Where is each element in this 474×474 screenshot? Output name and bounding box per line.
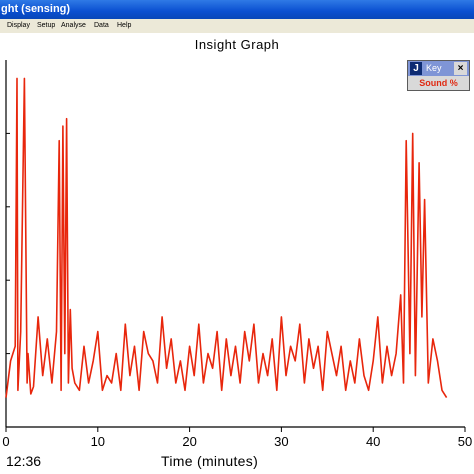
key-label: Key: [426, 63, 442, 73]
window-titlebar: ght (sensing): [0, 0, 474, 19]
time-readout: 12:36: [6, 453, 42, 469]
key-series-sound[interactable]: Sound %: [419, 78, 458, 88]
menu-item-data[interactable]: Data: [94, 22, 109, 29]
menu-item-display[interactable]: Display: [7, 22, 30, 29]
key-header: J Key ×: [408, 61, 469, 76]
close-icon[interactable]: ×: [454, 62, 467, 75]
series-layer: [5, 77, 448, 399]
x-tick-label: 50: [458, 434, 472, 449]
menu-item-setup[interactable]: Setup: [37, 22, 56, 29]
x-tick-label: 20: [182, 434, 196, 449]
menu-item-help[interactable]: Help: [117, 22, 132, 29]
menu-bar: Display Setup Analyse Data Help: [0, 19, 474, 33]
x-tick-label: 40: [366, 434, 380, 449]
key-app-icon: J: [410, 62, 422, 75]
window-title: ght (sensing): [1, 3, 71, 15]
graph-title: Insight Graph: [194, 37, 280, 52]
chart-axes: [5, 60, 465, 428]
series-line-sound: [5, 77, 448, 399]
x-ticks: 0 10 20 30 40 50: [2, 427, 472, 449]
x-tick-label: 30: [274, 434, 288, 449]
key-panel[interactable]: J Key × Sound %: [407, 60, 470, 91]
menu-item-analyse[interactable]: Analyse: [61, 22, 86, 29]
x-axis-label: Time (minutes): [161, 453, 259, 469]
x-tick-label: 0: [2, 434, 9, 449]
x-tick-label: 10: [91, 434, 105, 449]
